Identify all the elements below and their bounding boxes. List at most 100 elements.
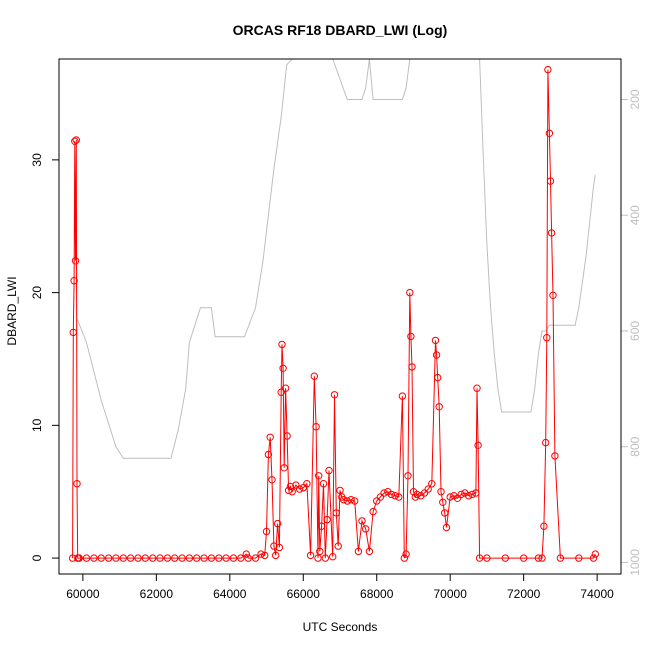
data-point [520, 554, 528, 562]
data-point [432, 351, 441, 359]
data-point [280, 464, 288, 472]
data-point [474, 441, 482, 449]
y2-tick-label: 1000 [628, 549, 642, 576]
data-point [262, 527, 271, 536]
y-tick-label: 30 [30, 153, 44, 167]
data-point [178, 554, 186, 562]
x-tick-label: 74000 [580, 587, 614, 601]
data-point [310, 372, 318, 380]
data-point [546, 177, 555, 185]
data-point [171, 554, 179, 562]
data-point [257, 550, 265, 558]
data-point [428, 480, 436, 488]
data-point [71, 137, 79, 146]
data-point [278, 340, 286, 349]
data-point [237, 554, 245, 562]
data-point [325, 466, 333, 475]
data-point [316, 547, 324, 556]
data-point [329, 553, 337, 561]
data-point [314, 554, 322, 562]
data-point [270, 542, 278, 550]
data-point [141, 554, 150, 562]
data-point [354, 547, 363, 556]
x-tick-label: 60000 [66, 587, 100, 601]
data-point [284, 486, 293, 495]
data-point [420, 489, 429, 497]
data-point [312, 423, 320, 431]
dbard-lwi-line [72, 69, 596, 559]
x-tick-label: 72000 [507, 587, 541, 601]
data-point [413, 490, 421, 499]
data-point [540, 522, 548, 530]
data-point [207, 554, 216, 562]
data-point [435, 403, 443, 411]
data-point [380, 489, 388, 497]
data-point [281, 384, 290, 392]
data-point [317, 522, 326, 530]
data-point [268, 476, 276, 484]
data-point [71, 257, 80, 265]
data-point [556, 554, 565, 562]
data-point [376, 493, 385, 501]
data-point [407, 332, 415, 341]
data-point [545, 129, 554, 138]
data-point [391, 492, 399, 500]
data-point [319, 480, 328, 488]
data-point [400, 554, 408, 562]
data-point [542, 438, 550, 447]
data-point [473, 384, 481, 392]
data-point [442, 523, 451, 532]
data-point [501, 554, 509, 562]
data-point [261, 551, 269, 560]
data-point [69, 328, 78, 337]
data-point [288, 488, 296, 496]
x-tick-label: 68000 [360, 587, 394, 601]
data-point [330, 391, 339, 399]
data-point [229, 554, 238, 562]
x-tick-label: 70000 [434, 587, 468, 601]
data-point [306, 551, 315, 560]
data-point [437, 488, 445, 496]
data-point [321, 554, 329, 562]
altitude-layer [76, 59, 596, 459]
data-point [273, 519, 282, 528]
data-point [334, 542, 342, 550]
data-point [475, 554, 484, 562]
data-point [70, 277, 78, 285]
data-point [279, 364, 287, 372]
data-point [483, 554, 491, 562]
data-point [75, 554, 83, 562]
data-point [340, 496, 348, 504]
data-point [575, 554, 583, 562]
data-point [215, 554, 223, 562]
chart-title: ORCAS RF18 DBARD_LWI (Log) [233, 22, 448, 38]
data-point [97, 554, 105, 562]
data-point [323, 515, 331, 524]
data-point [362, 525, 370, 533]
data-point [343, 497, 351, 505]
data-point [185, 554, 194, 562]
data-point [292, 481, 300, 489]
data-point [156, 554, 164, 562]
x-axis-label: UTC Seconds [303, 620, 378, 634]
data-point [453, 494, 462, 502]
data-point [119, 554, 128, 562]
data-point [264, 450, 273, 459]
data-point [286, 482, 295, 491]
data-point [472, 489, 480, 497]
y2-tick-label: 800 [628, 436, 642, 456]
data-point [534, 554, 543, 562]
y-axis-label: DBARD_LWI [5, 276, 19, 345]
data-point [406, 288, 414, 297]
data-point [457, 490, 465, 499]
data-point [373, 497, 381, 505]
data-point [200, 554, 208, 562]
data-point [193, 554, 201, 562]
y-tick-label: 10 [30, 418, 44, 432]
data-point [73, 480, 81, 488]
data-point [251, 554, 260, 562]
data-point [244, 554, 252, 562]
data-point [336, 486, 344, 495]
data-point [439, 498, 447, 506]
data-point [441, 509, 449, 517]
